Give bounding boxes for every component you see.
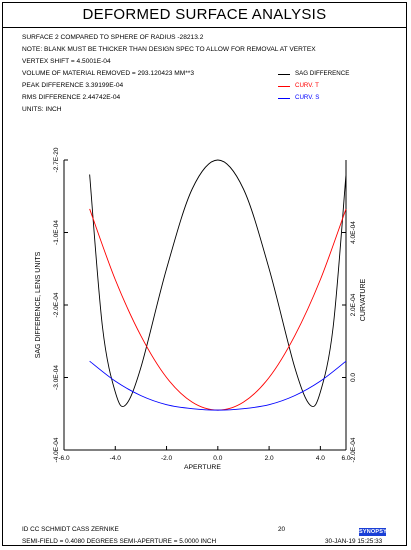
x-axis-label: APERTURE <box>184 464 221 471</box>
y-right-tick-label: 2.0E-04 <box>350 293 357 316</box>
legend-label-curv-t: CURV. T <box>295 82 319 89</box>
legend-swatch-curv-s <box>278 98 290 99</box>
y-left-tick-label: -2.7E-20 <box>53 147 60 172</box>
x-tick-label: -2.0 <box>161 455 173 462</box>
plot-frame <box>2 2 407 546</box>
legend-swatch-curv-t <box>278 86 290 87</box>
y-right-tick-label: 0.0 <box>350 373 357 382</box>
footer-semi-field: SEMI-FIELD = 0.4080 DEGREES SEMI-APERTUR… <box>22 538 217 545</box>
y-left-tick-label: -3.0E-04 <box>53 365 60 390</box>
series-line-curv-s <box>89 360 347 411</box>
footer-page-number: 20 <box>278 526 286 533</box>
footer-id: ID CC SCHMIDT CASS ZERNIKE <box>22 526 119 533</box>
y-left-tick-label: -4.0E-04 <box>53 437 60 462</box>
y-left-tick-label: -2.0E-04 <box>53 292 60 317</box>
header-line-volume: VOLUME OF MATERIAL REMOVED = 293.120423 … <box>22 70 195 77</box>
synopsys-logo: SYNOPSYS <box>359 528 391 536</box>
x-tick-label: 0.0 <box>213 455 222 462</box>
series-line-sag-difference <box>89 159 347 408</box>
x-tick-label: -4.0 <box>110 455 122 462</box>
y-left-axis-label: SAG DIFFERENCE, LENS UNITS <box>35 251 42 358</box>
header-line-vertex-shift: VERTEX SHIFT = 4.5001E-04 <box>22 58 111 65</box>
series-line-curv-t <box>89 208 347 411</box>
x-tick-label: 6.0 <box>341 455 350 462</box>
footer-datetime: 30-JAN-19 15:25:33 <box>325 538 383 545</box>
y-left-tick-label: -1.0E-04 <box>53 220 60 245</box>
header-line-rms: RMS DIFFERENCE 2.44742E-04 <box>22 94 121 101</box>
legend-swatch-sag <box>278 74 290 75</box>
page-title: DEFORMED SURFACE ANALYSIS <box>2 2 407 28</box>
x-tick-label: 2.0 <box>265 455 274 462</box>
y-right-axis-label: CURVATURE <box>360 278 367 321</box>
x-tick-label: -6.0 <box>58 455 70 462</box>
y-right-tick-label: -2.0E-04 <box>350 437 357 462</box>
legend-label-curv-s: CURV. S <box>295 94 320 101</box>
header-line-peak: PEAK DIFFERENCE 3.39199E-04 <box>22 82 124 89</box>
header-line-units: UNITS: INCH <box>22 106 62 113</box>
x-tick-label: 4.0 <box>316 455 325 462</box>
y-right-tick-label: 4.0E-04 <box>350 221 357 244</box>
legend-label-sag: SAG DIFFERENCE <box>295 70 350 77</box>
header-line-surface: SURFACE 2 COMPARED TO SPHERE OF RADIUS -… <box>22 34 204 41</box>
header-line-note: NOTE: BLANK MUST BE THICKER THAN DESIGN … <box>22 46 316 53</box>
